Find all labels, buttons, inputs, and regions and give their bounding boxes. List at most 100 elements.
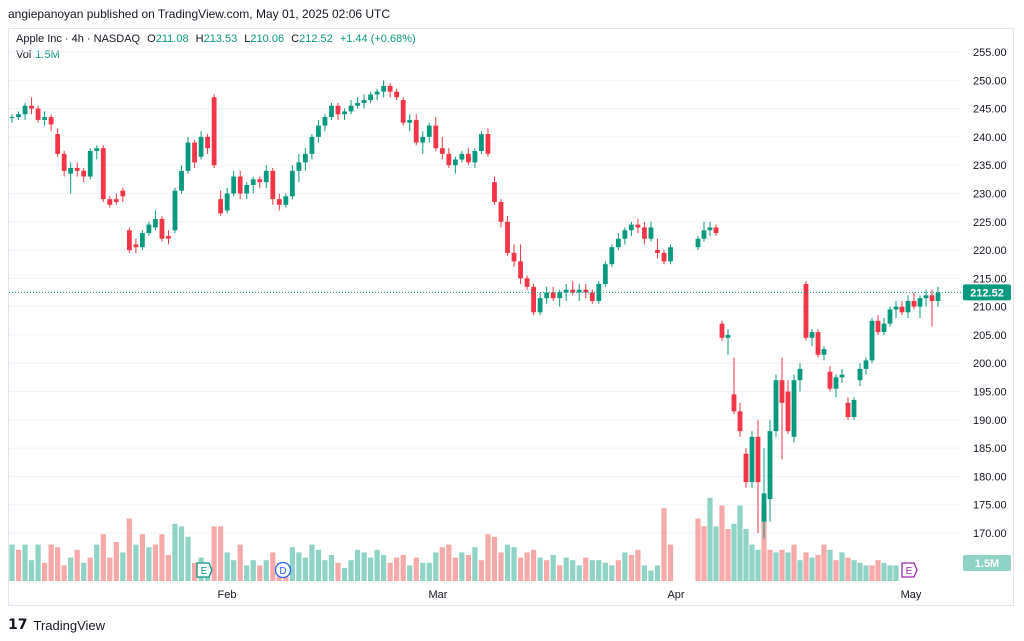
- candle-body: [263, 170, 269, 183]
- candle-body: [803, 284, 809, 338]
- candle-body: [276, 199, 282, 205]
- candle-body: [851, 400, 857, 417]
- volume-bar: [887, 565, 893, 581]
- candle-body: [472, 151, 478, 163]
- volume-bar: [761, 505, 767, 581]
- candle-body: [100, 148, 106, 200]
- volume-bar: [827, 549, 833, 581]
- candle-body: [779, 380, 785, 403]
- volume-bar: [68, 557, 74, 581]
- candle-body: [237, 176, 243, 194]
- candle-body: [479, 134, 484, 152]
- volume-bar: [35, 544, 41, 581]
- candle-body: [737, 411, 743, 432]
- x-tick-label: Apr: [667, 589, 684, 601]
- volume-bar: [821, 544, 827, 581]
- volume-bar: [589, 560, 595, 581]
- chart-frame: [8, 28, 1014, 606]
- volume-bar: [387, 562, 393, 581]
- candle-body: [400, 100, 406, 123]
- volume-bar: [809, 557, 815, 581]
- candle-body: [231, 176, 237, 194]
- candle-body: [250, 179, 256, 185]
- candle-body: [289, 170, 295, 197]
- candle-body: [218, 199, 224, 214]
- candle-body: [211, 97, 217, 166]
- candle-body: [35, 108, 41, 120]
- publish-info: angiepanoyan published on TradingView.co…: [8, 7, 391, 21]
- brand-name: TradingView: [33, 617, 106, 633]
- candle-body: [583, 289, 589, 293]
- event-marker-label: D: [279, 566, 286, 577]
- volume-bar: [55, 547, 61, 581]
- candle-body: [322, 117, 328, 126]
- volume-bar: [851, 560, 857, 581]
- volume-bar: [22, 544, 28, 581]
- candle-body: [725, 334, 731, 338]
- volume-bar: [845, 557, 851, 581]
- volume-bar: [42, 562, 48, 581]
- candle-body: [845, 402, 851, 417]
- candle-body: [394, 91, 400, 98]
- candle-body: [55, 134, 61, 154]
- high-value: 213.53: [203, 33, 238, 45]
- volume-bar: [178, 526, 185, 581]
- candle-body: [875, 320, 881, 333]
- y-tick-label: 185.00: [973, 443, 1007, 455]
- candle-body: [452, 159, 458, 166]
- footer-brand[interactable]: 17 TradingView: [8, 617, 105, 633]
- volume-bar: [61, 565, 67, 581]
- y-tick-label: 200.00: [973, 358, 1007, 370]
- candle-body: [439, 148, 445, 154]
- y-tick-label: 195.00: [973, 387, 1007, 399]
- volume-bar: [211, 526, 217, 581]
- candle-body: [642, 227, 647, 239]
- y-tick-label: 205.00: [973, 330, 1007, 342]
- volume-bar: [628, 555, 634, 581]
- volume-bar: [767, 549, 773, 581]
- candle-body: [498, 201, 504, 222]
- volume-bar: [583, 557, 589, 581]
- volume-bar: [622, 552, 628, 581]
- candle-body: [120, 190, 126, 197]
- candle-body: [329, 105, 334, 118]
- candle-body: [544, 292, 550, 299]
- volume-bar: [100, 534, 106, 581]
- volume-bar: [237, 544, 243, 581]
- candle-body: [833, 377, 839, 389]
- volume-bar: [94, 544, 100, 581]
- candle-body: [701, 230, 707, 239]
- volume-bar: [413, 557, 419, 581]
- candle-body: [773, 380, 779, 432]
- candle-body: [9, 117, 15, 119]
- y-tick-label: 190.00: [973, 415, 1007, 427]
- candle-body: [550, 292, 556, 299]
- volume-bar: [609, 565, 615, 581]
- volume-bar: [159, 534, 165, 581]
- candle-body: [797, 368, 803, 381]
- last-price-label: 212.52: [970, 287, 1004, 299]
- volume-bar: [133, 544, 139, 581]
- volume-bar: [250, 560, 256, 581]
- tradingview-logo-icon: 17: [8, 617, 28, 633]
- candle-body: [518, 261, 523, 279]
- volume-bar: [755, 549, 761, 581]
- volume-bar: [28, 560, 35, 581]
- volume-bar: [270, 552, 276, 581]
- candle-body: [531, 286, 536, 313]
- volume-bar: [309, 544, 315, 581]
- candle-body: [629, 224, 634, 231]
- volume-bar: [81, 562, 87, 581]
- close-value: 212.52: [299, 33, 333, 45]
- candle-body: [767, 431, 773, 500]
- candle-body: [661, 252, 667, 262]
- candle-body: [61, 153, 67, 171]
- candle-body: [166, 235, 171, 239]
- volume-bar: [231, 560, 237, 581]
- volume-bar: [695, 518, 701, 581]
- y-tick-label: 170.00: [973, 528, 1007, 540]
- low-label: L: [244, 33, 251, 45]
- volume-bar: [498, 552, 504, 581]
- candle-body: [839, 374, 845, 378]
